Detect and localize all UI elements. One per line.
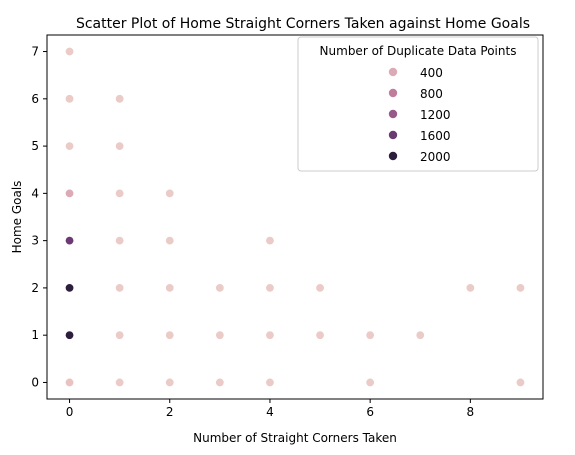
legend-box	[297, 36, 539, 172]
legend-label: 1600	[420, 129, 451, 143]
legend-title: Number of Duplicate Data Points	[320, 44, 517, 58]
y-tick-label: 0	[31, 375, 39, 389]
y-tick-label: 6	[31, 92, 39, 106]
scatter-point	[265, 330, 275, 340]
x-tick-label: 6	[366, 405, 374, 419]
y-tick-label: 1	[31, 328, 39, 342]
scatter-point	[315, 330, 325, 340]
x-axis-label: Number of Straight Corners Taken	[193, 431, 397, 445]
x-tick-label: 8	[467, 405, 475, 419]
legend-marker	[388, 130, 398, 140]
scatter-point	[65, 94, 75, 104]
legend-marker	[388, 151, 398, 161]
legend-marker	[388, 109, 398, 119]
scatter-point	[65, 377, 75, 387]
scatter-point	[65, 47, 75, 57]
legend-marker	[388, 67, 398, 77]
scatter-point	[215, 330, 225, 340]
scatter-point	[515, 283, 525, 293]
scatter-point	[65, 330, 75, 340]
scatter-point	[315, 283, 325, 293]
legend: Number of Duplicate Data Points 400 800 12…	[297, 36, 539, 172]
y-tick-label: 3	[31, 234, 39, 248]
scatter-point	[265, 236, 275, 246]
scatter-point	[215, 377, 225, 387]
scatter-point	[115, 283, 125, 293]
legend-label: 800	[420, 87, 443, 101]
x-tick-label: 2	[166, 405, 174, 419]
legend-marker	[388, 88, 398, 98]
y-tick-label: 7	[31, 45, 39, 59]
scatter-point	[115, 236, 125, 246]
scatter-point	[165, 236, 175, 246]
scatter-point	[165, 377, 175, 387]
x-tick-label: 0	[66, 405, 74, 419]
scatter-point	[515, 377, 525, 387]
legend-label: 1200	[420, 108, 451, 122]
scatter-point	[265, 283, 275, 293]
y-tick-label: 2	[31, 281, 39, 295]
scatter-point	[115, 94, 125, 104]
scatter-point	[265, 377, 275, 387]
scatter-point	[165, 188, 175, 198]
y-tick-label: 4	[31, 186, 39, 200]
legend-entries: 400 800 1200 1600 2000	[388, 66, 451, 164]
scatter-point	[115, 377, 125, 387]
scatter-point	[65, 236, 75, 246]
y-tick-label: 5	[31, 139, 39, 153]
points-layer	[65, 47, 525, 387]
scatter-point	[115, 330, 125, 340]
scatter-point	[65, 283, 75, 293]
scatter-point	[165, 283, 175, 293]
scatter-point	[165, 330, 175, 340]
scatter-point	[65, 141, 75, 151]
plot-frame	[46, 34, 544, 400]
legend-label: 2000	[420, 150, 451, 164]
scatter-point	[365, 377, 375, 387]
x-tick-label: 4	[266, 405, 274, 419]
scatter-point	[215, 283, 225, 293]
scatter-point	[415, 330, 425, 340]
plot-area: 0 2 4 6 8 0 1 2 3 4 5 6 7	[31, 34, 544, 419]
scatter-point	[65, 188, 75, 198]
scatter-point	[365, 330, 375, 340]
x-axis-ticks: 0 2 4 6 8	[66, 399, 474, 419]
scatter-point	[115, 141, 125, 151]
scatter-point	[465, 283, 475, 293]
legend-label: 400	[420, 66, 443, 80]
chart-title: Scatter Plot of Home Straight Corners Ta…	[76, 16, 530, 32]
y-axis-label: Home Goals	[10, 181, 24, 254]
scatter-point	[115, 188, 125, 198]
y-axis-ticks: 0 1 2 3 4 5 6 7	[31, 45, 47, 389]
